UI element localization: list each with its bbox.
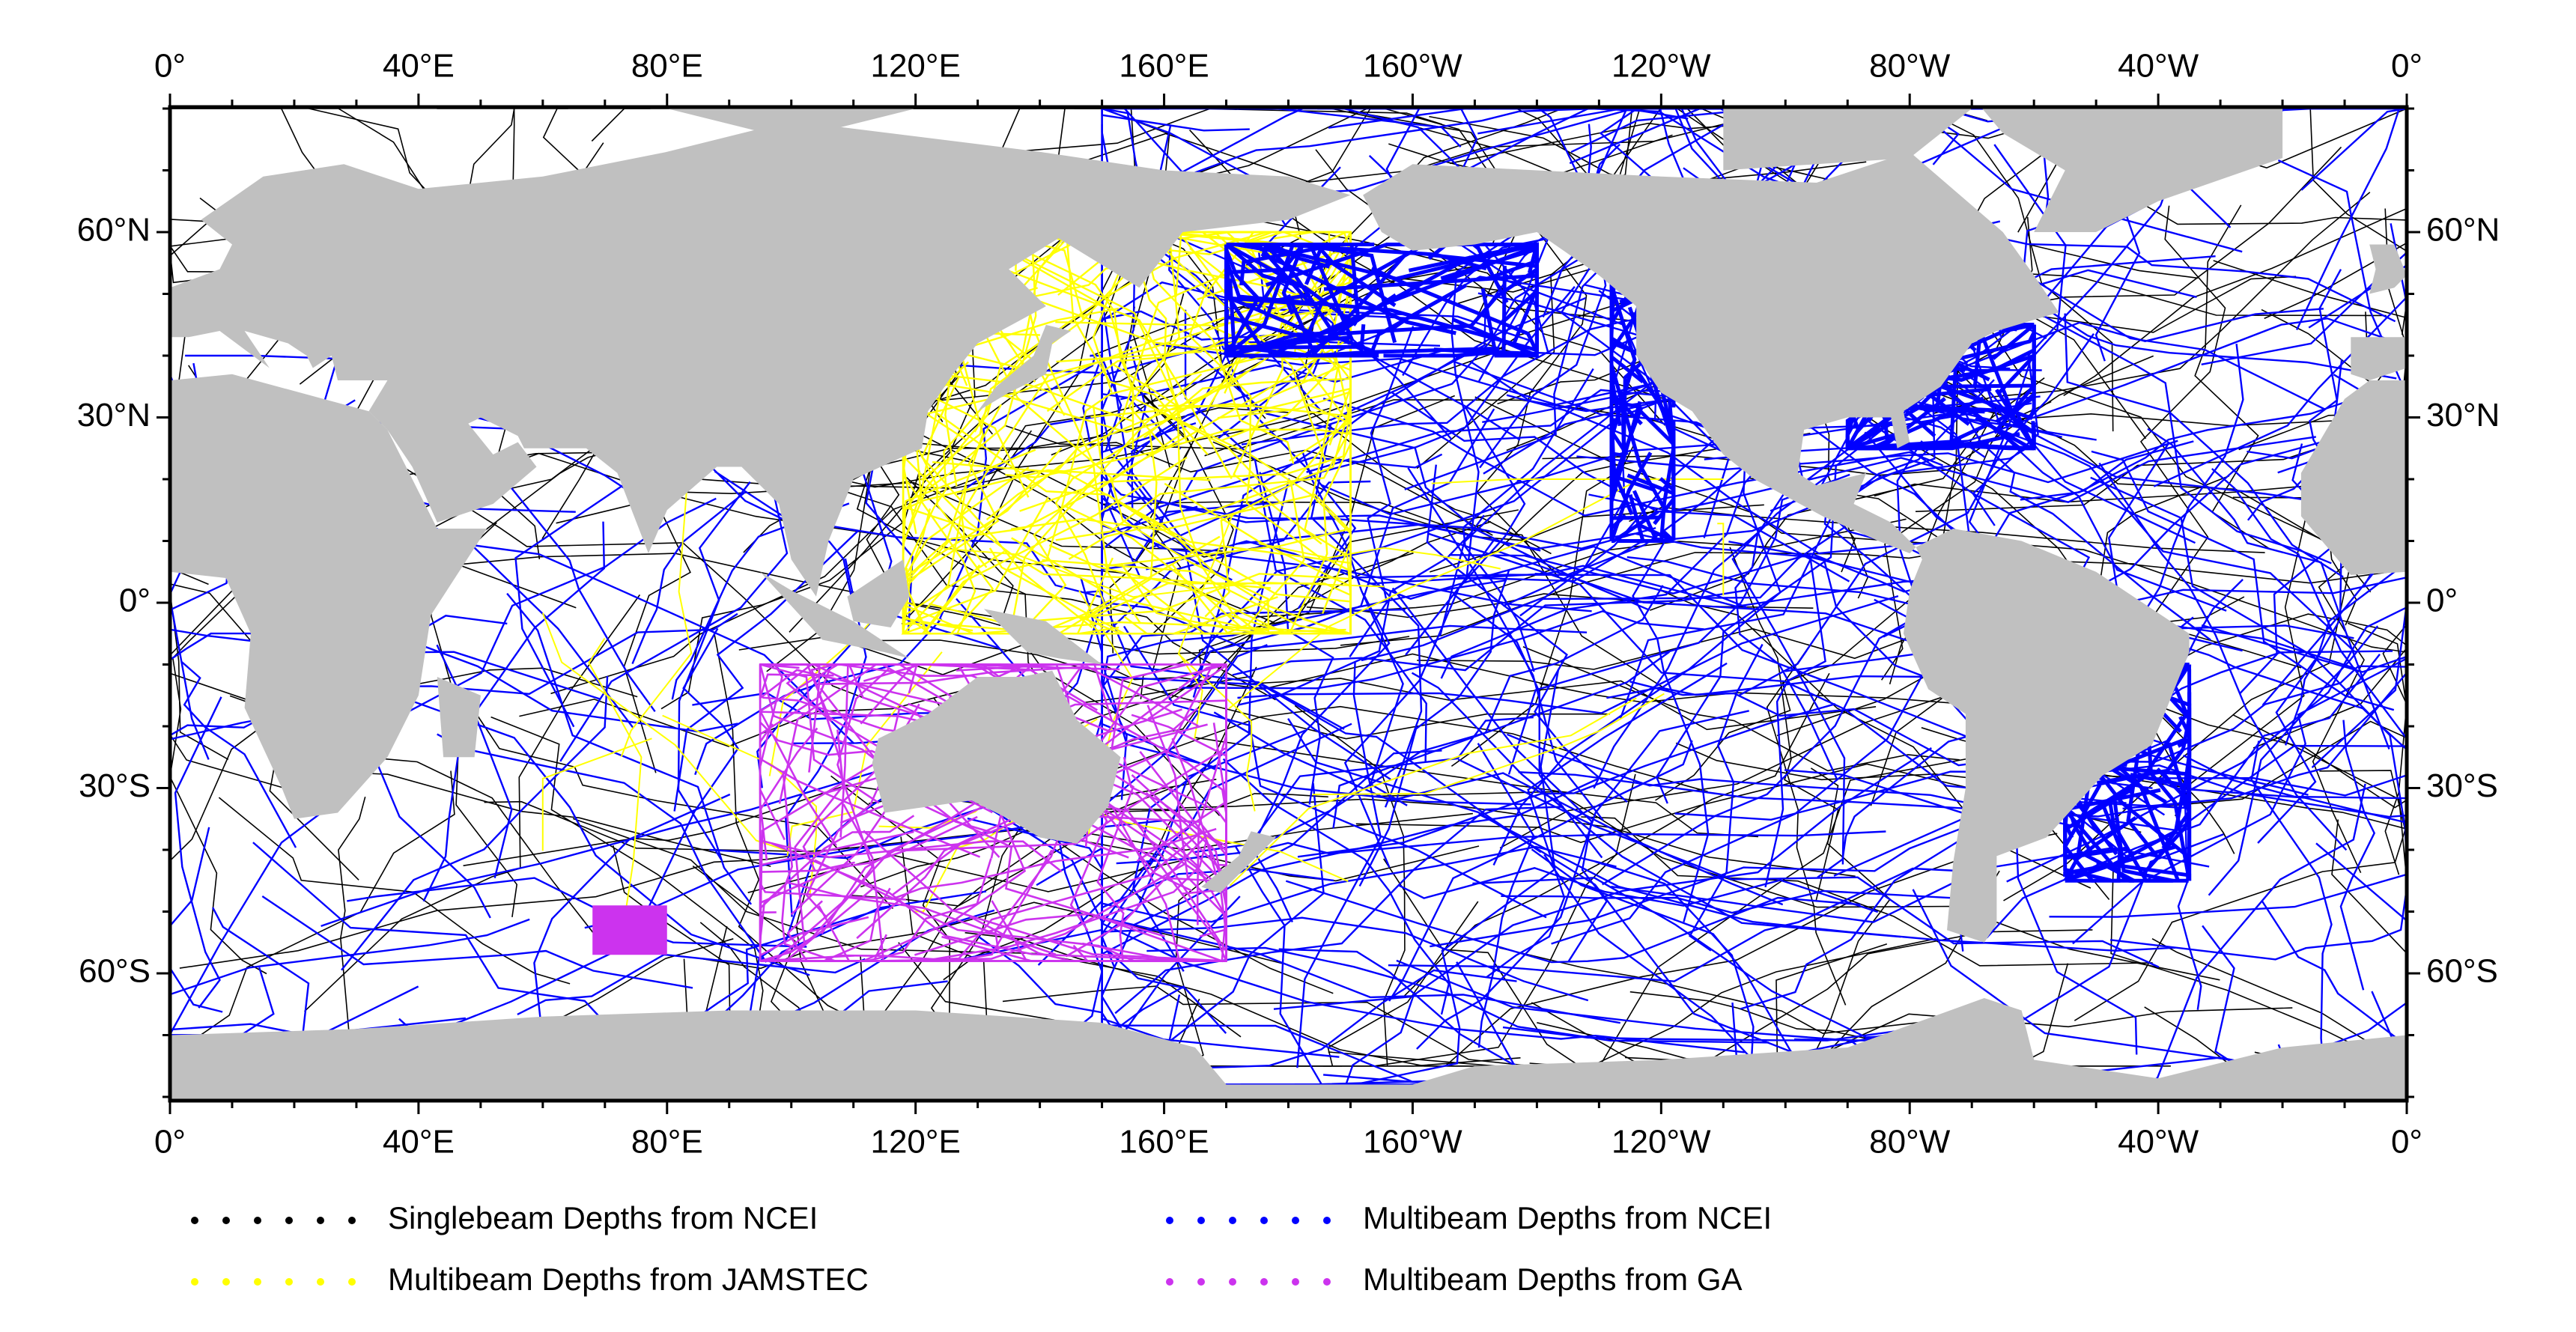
legend-marker [1260,1278,1268,1286]
top-lon-label: 0° [154,48,186,85]
top-lon-label: 120°E [870,48,960,85]
legend-marker [1323,1217,1331,1224]
legend-marker [317,1278,324,1286]
right-lat-label: 30°S [2426,767,2498,804]
legend-marker [317,1217,324,1224]
legend-label: Multibeam Depths from JAMSTEC [388,1262,869,1297]
legend-marker [222,1217,230,1224]
bottom-lon-label: 80°E [631,1124,703,1161]
legend-marker [191,1278,198,1286]
legend-marker [1197,1217,1205,1224]
legend-marker [1292,1217,1299,1224]
top-lon-label: 80°E [631,48,703,85]
legend-marker [254,1217,261,1224]
top-lon-label: 40°W [2118,48,2199,85]
legend-marker [348,1278,356,1286]
left-lat-label: 30°S [79,767,151,804]
legend-label: Multibeam Depths from NCEI [1363,1200,1772,1235]
legend-marker [1166,1278,1173,1286]
right-lat-label: 60°S [2426,953,2498,990]
legend-marker [1229,1278,1236,1286]
left-lat-label: 30°N [77,397,151,434]
legend-marker [1323,1278,1331,1286]
bottom-lon-label: 40°W [2118,1124,2199,1161]
legend-marker [1166,1217,1173,1224]
legend-marker [222,1278,230,1286]
overlay-tracks [592,905,667,955]
legend-marker [285,1278,293,1286]
legend-marker [254,1278,261,1286]
top-lon-label: 160°W [1363,48,1462,85]
left-lat-label: 0° [119,583,151,619]
legend-marker [191,1217,198,1224]
legend-label: Multibeam Depths from GA [1363,1262,1743,1297]
bottom-lon-label: 0° [2391,1124,2422,1161]
top-lon-label: 0° [2391,48,2422,85]
legend-marker [348,1217,356,1224]
top-lon-label: 40°E [383,48,455,85]
bottom-lon-label: 120°W [1611,1124,1711,1161]
bottom-lon-label: 120°E [870,1124,960,1161]
bottom-lon-label: 0° [154,1124,186,1161]
legend-marker [285,1217,293,1224]
right-lat-label: 30°N [2426,397,2500,434]
left-lat-label: 60°N [77,212,151,249]
legend-marker [1197,1278,1205,1286]
legend-label: Singlebeam Depths from NCEI [388,1200,818,1235]
legend: Singlebeam Depths from NCEI Multibeam Dep… [191,1200,1772,1297]
survey-block [592,905,667,955]
top-lon-label: 160°E [1119,48,1209,85]
top-lon-label: 120°W [1611,48,1711,85]
right-lat-label: 0° [2426,583,2458,619]
bottom-lon-label: 160°W [1363,1124,1462,1161]
legend-marker [1229,1217,1236,1224]
top-lon-label: 80°W [1869,48,1951,85]
bottom-lon-label: 80°W [1869,1124,1951,1161]
bottom-lon-label: 160°E [1119,1124,1209,1161]
bottom-lon-label: 40°E [383,1124,455,1161]
legend-marker [1260,1217,1268,1224]
legend-marker [1292,1278,1299,1286]
left-lat-label: 60°S [79,953,151,990]
right-lat-label: 60°N [2426,212,2500,249]
